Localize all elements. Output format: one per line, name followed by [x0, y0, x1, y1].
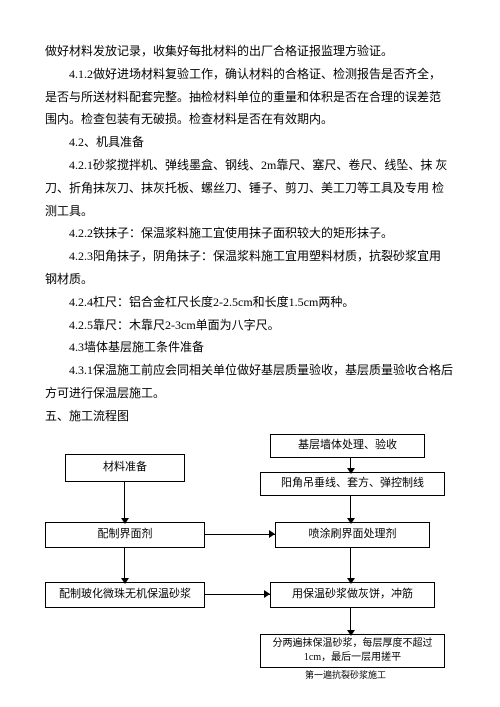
paragraph: 4.1.2做好进场材料复验工作，确认材料的合格证、检测报告是否齐全， 是否与所送… [45, 63, 455, 131]
paragraph: 4.3.1保温施工前应会同相关单位做好基层质量验收，基层质量验收合格后方可进行保… [45, 359, 455, 405]
flow-node: 分两遍抹保温砂浆，每层厚度不超过 1cm，最后一层用搓平 [260, 634, 445, 668]
paragraph: 4.2.4杠尺：铝合金杠尺长度2-2.5cm和长度1.5cm两种。 [45, 291, 455, 314]
paragraph: 4.2、机具准备 [45, 131, 455, 154]
flow-node: 材料准备 [65, 454, 185, 482]
flow-node: 基层墙体处理、验收 [270, 434, 425, 458]
flow-node: 用保温砂浆做灰饼，冲筋 [270, 582, 435, 608]
flow-node: 喷涂刷界面处理剂 [275, 522, 430, 548]
paragraph: 做好材料发放记录，收集好每批材料的出厂合格证报监理方验证。 [45, 40, 455, 63]
paragraph: 4.2.1砂浆搅拌机、弹线墨盒、钢线、2m靠尺、塞尺、卷尺、线坠、抹 灰刀、折角… [45, 154, 455, 222]
flow-node: 阳角吊垂线、套方、弹控制线 [260, 472, 445, 496]
flowchart: 材料准备 配制界面剂 配制玻化微珠无机保温砂浆 基层墙体处理、验收 阳角吊垂线、… [45, 434, 455, 669]
flow-node: 配制玻化微珠无机保温砂浆 [45, 582, 205, 608]
paragraph: 4.2.5靠尺：木靠尺2-3cm单面为八字尺。 [45, 314, 455, 337]
flow-caption: 第一遍抗裂砂浆施工 [305, 667, 386, 684]
paragraph: 4.3墙体基层施工条件准备 [45, 336, 455, 359]
paragraph: 4.2.2铁抹子：保温浆料施工宜使用抹子面积较大的矩形抹子。 [45, 222, 455, 245]
flow-node: 配制界面剂 [45, 522, 205, 548]
section-title: 五、施工流程图 [45, 405, 455, 428]
paragraph: 4.2.3阳角抹子，阴角抹子：保温浆料施工宜用塑料材质，抗裂砂浆宜用 钢材质。 [45, 245, 455, 291]
